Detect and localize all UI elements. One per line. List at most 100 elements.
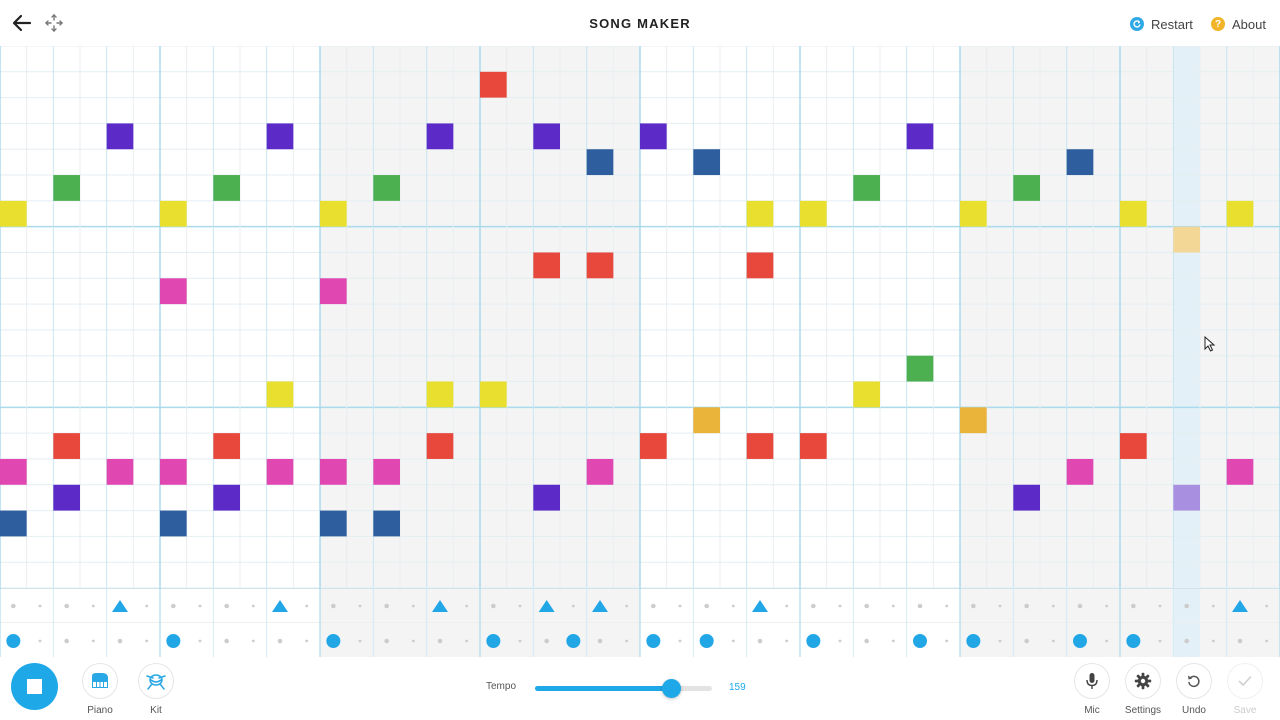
note-block <box>746 200 774 227</box>
piano-label: Piano <box>87 705 113 716</box>
note-block <box>0 200 27 227</box>
rhythm-dot <box>1265 604 1269 608</box>
rhythm-dot <box>411 604 415 608</box>
rhythm-circle <box>1126 634 1141 648</box>
rhythm-triangle <box>432 600 448 612</box>
tempo-slider-thumb[interactable] <box>661 679 681 698</box>
rhythm-dot <box>678 639 682 643</box>
save-label: Save <box>1233 705 1257 716</box>
note-block <box>320 458 347 485</box>
note-block <box>693 149 720 176</box>
stop-icon <box>27 679 42 694</box>
rhythm-dot <box>785 639 789 643</box>
note-block <box>320 510 347 537</box>
note-block <box>53 484 80 511</box>
note-block <box>0 458 27 485</box>
back-arrow-icon[interactable] <box>10 11 34 35</box>
rhythm-dot <box>1051 604 1055 608</box>
rhythm-dot <box>998 639 1002 643</box>
mic-button[interactable]: Mic <box>1072 663 1112 716</box>
rhythm-triangle <box>1232 600 1248 612</box>
note-block <box>373 510 400 537</box>
rhythm-dot <box>38 639 42 643</box>
note-block <box>533 252 560 279</box>
rhythm-dot <box>1211 604 1215 608</box>
rhythm-dot <box>1265 639 1269 643</box>
rhythm-dot <box>1184 603 1189 609</box>
rhythm-dot <box>864 603 869 609</box>
note-block <box>746 433 774 459</box>
note-grid[interactable] <box>0 46 1280 657</box>
mouse-pointer-icon <box>1204 336 1216 352</box>
note-block <box>266 123 294 150</box>
rhythm-dot <box>518 639 522 643</box>
note-block <box>106 458 134 485</box>
save-button[interactable]: Save <box>1225 663 1265 716</box>
rhythm-dot <box>625 639 629 643</box>
gear-icon <box>1134 672 1152 690</box>
note-block <box>1066 149 1094 176</box>
rhythm-dot <box>651 603 656 609</box>
rhythm-triangle <box>112 600 128 612</box>
note-block <box>320 278 347 305</box>
about-button[interactable]: ? About <box>1211 15 1266 33</box>
mic-label: Mic <box>1084 705 1100 716</box>
rhythm-dot <box>757 638 763 644</box>
microphone-icon <box>1086 673 1098 689</box>
rhythm-dot <box>198 604 202 608</box>
rhythm-dot <box>384 638 389 644</box>
note-block <box>53 175 80 201</box>
rhythm-dot <box>971 603 976 609</box>
restart-icon <box>1130 17 1144 31</box>
note-block <box>533 484 560 511</box>
rhythm-circle <box>6 634 21 648</box>
rhythm-dot <box>1211 639 1215 643</box>
rhythm-circle <box>913 634 927 648</box>
rhythm-dot <box>1237 638 1243 644</box>
restart-button[interactable]: Restart <box>1130 15 1193 33</box>
rhythm-circle <box>1073 634 1087 648</box>
rhythm-triangle <box>592 600 608 612</box>
undo-icon <box>1188 675 1200 688</box>
rhythm-dot <box>198 639 202 643</box>
rhythm-circle <box>326 634 341 648</box>
rhythm-dot <box>785 604 789 608</box>
rhythm-dot <box>305 604 309 608</box>
melody-grid[interactable] <box>0 46 1280 588</box>
rhythm-dot <box>1158 639 1162 643</box>
tempo-slider[interactable] <box>535 679 712 698</box>
undo-button[interactable]: Undo <box>1174 663 1214 716</box>
rhythm-dot <box>917 603 923 609</box>
rhythm-triangle <box>538 600 555 612</box>
rhythm-triangle <box>272 600 288 612</box>
move-arrows-icon[interactable] <box>42 11 66 35</box>
play-stop-button[interactable] <box>11 663 58 710</box>
rhythm-dot <box>171 603 176 609</box>
rhythm-circle <box>966 634 981 648</box>
rhythm-grid[interactable] <box>0 588 1280 657</box>
note-block <box>1013 484 1040 511</box>
note-block <box>640 433 667 459</box>
rhythm-dot <box>891 604 895 608</box>
instrument-piano-button[interactable]: Piano <box>80 663 120 716</box>
rhythm-dot <box>465 639 469 643</box>
instrument-kit-button[interactable]: Kit <box>136 663 176 716</box>
note-block <box>693 407 720 434</box>
rhythm-dot <box>465 604 469 608</box>
rhythm-dot <box>91 639 95 643</box>
note-block <box>106 123 134 150</box>
rhythm-dot <box>38 604 42 608</box>
rhythm-dot <box>145 604 149 608</box>
note-block <box>480 381 507 408</box>
rhythm-dot <box>945 639 949 643</box>
note-block <box>426 123 454 150</box>
page-title: SONG MAKER <box>589 16 691 31</box>
note-block <box>320 200 347 227</box>
rhythm-dot <box>1105 604 1109 608</box>
rhythm-dot <box>358 639 362 643</box>
note-block <box>1173 484 1200 511</box>
settings-button[interactable]: Settings <box>1123 663 1163 716</box>
check-icon <box>1238 676 1252 686</box>
drum-kit-icon <box>146 674 166 690</box>
note-block <box>266 458 294 485</box>
